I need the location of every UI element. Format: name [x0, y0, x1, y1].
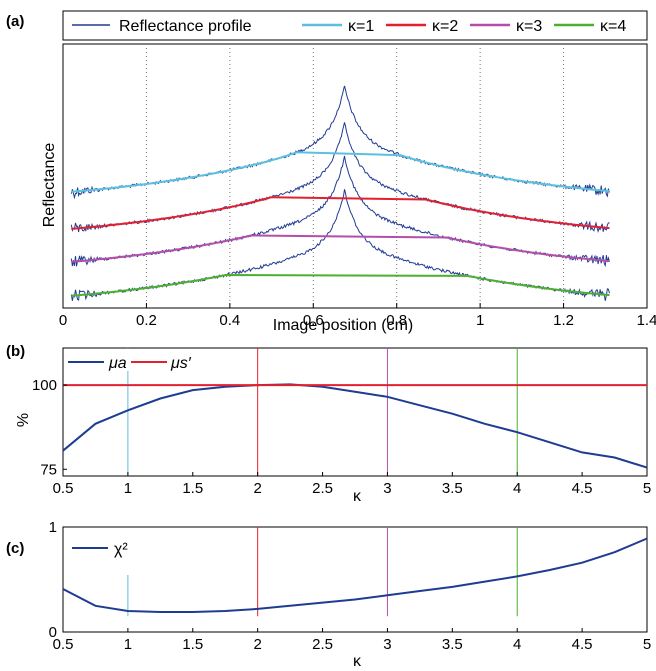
- fit-line-k2: [71, 196, 610, 230]
- panel-a-xtick-label: 0.6: [303, 312, 324, 329]
- panel-b-chart: 0.5 1 1.5 2 2.5 3 3.5 4 4.5 5 75 100 κ % μa μs′: [15, 347, 651, 505]
- panel-a-legend: Reflectance profile κ=1 κ=2 κ=3 κ=4: [62, 10, 648, 41]
- panel-c-axes: [62, 526, 648, 633]
- panel-c-legend: χ²: [72, 541, 128, 558]
- panel-b-xtick-label: 1: [124, 480, 132, 497]
- legend-label-k1: κ=1: [348, 18, 374, 35]
- reflectance-profile-line: [70, 189, 610, 301]
- series-mua-line: [62, 383, 648, 469]
- panel-c-chart: 0.5 1 1.5 2 2.5 3 3.5 4 4.5 5 0 1 κ χ²: [49, 519, 652, 670]
- panel-c-xtick-label: 2.5: [312, 636, 333, 653]
- panel-b-xtick-label: 2: [253, 480, 261, 497]
- panel-a-xtick-label: 0: [59, 312, 67, 329]
- panel-c-xtick-label: 3: [383, 636, 391, 653]
- legend-box: [62, 10, 648, 41]
- panel-a-xtick-label: 0.4: [219, 312, 240, 329]
- panel-a-chart: 0 0.2 0.4 0.6 0.8 1 1.2 1.4 Image position (cm)…: [41, 10, 656, 334]
- panel-a-xtick-label: 1.2: [553, 312, 574, 329]
- legend-label-k4: κ=4: [600, 18, 626, 35]
- reflectance-profile-line: [70, 122, 610, 234]
- panel-c-xtick-label: 4.5: [572, 636, 593, 653]
- panel-b-xlabel: κ: [353, 488, 362, 505]
- legend-label-k3: κ=3: [516, 18, 542, 35]
- panel-b-xtick-label: 3: [383, 480, 391, 497]
- legend-b-bg: [64, 349, 204, 371]
- panel-c-ytick-label: 0: [49, 624, 57, 641]
- panel-a-xtick-label: 0.2: [136, 312, 157, 329]
- reflectance-profile-line: [70, 85, 610, 200]
- panel-b-ytick-label: 100: [32, 377, 57, 394]
- panel-c-xtick-label: 5: [643, 636, 651, 653]
- panel-b-axes: [62, 347, 648, 477]
- legend-label-mus: μs′: [170, 355, 192, 372]
- panel-c-xtick-label: 1: [124, 636, 132, 653]
- panel-a-xlabel: Image position (cm): [273, 317, 414, 334]
- panel-b-xtick-label: 4: [513, 480, 521, 497]
- panel-label-c: (c): [6, 540, 24, 557]
- legend-label-mua: μa: [108, 355, 127, 372]
- panel-a-xtick-label: 0.8: [386, 312, 407, 329]
- series-chi2-line: [62, 537, 648, 613]
- panel-c-xtick-label: 4: [513, 636, 521, 653]
- panel-b-xtick-label: 3.5: [442, 480, 463, 497]
- panel-a-ylabel: Reflectance: [41, 143, 58, 228]
- panel-c-xtick-label: 1.5: [182, 636, 203, 653]
- fit-line-k3: [71, 234, 610, 263]
- legend-label-profile: Reflectance profile: [119, 18, 252, 35]
- legend-label-chi2: χ²: [114, 541, 128, 558]
- panel-b-ytick-label: 75: [40, 461, 57, 478]
- panel-c-ytick-label: 1: [49, 519, 57, 536]
- panel-b-xtick-label: 0.5: [53, 480, 74, 497]
- fit-line-k1: [71, 151, 610, 193]
- panel-b-xtick-label: 2.5: [312, 480, 333, 497]
- panel-b-xtick-label: 1.5: [182, 480, 203, 497]
- panel-a-xtick-label: 1: [476, 312, 484, 329]
- legend-label-k2: κ=2: [432, 18, 458, 35]
- panel-label-a: (a): [6, 13, 24, 30]
- fit-line-k4: [71, 273, 610, 297]
- panel-c-xtick-label: 0.5: [53, 636, 74, 653]
- panel-b-legend: μa μs′: [64, 349, 204, 372]
- reflectance-profile-line: [70, 155, 610, 268]
- panel-b-xtick-label: 5: [643, 480, 651, 497]
- panel-c-xtick-label: 3.5: [442, 636, 463, 653]
- panel-label-b: (b): [6, 343, 25, 360]
- panel-c-xlabel: κ: [353, 653, 362, 670]
- panel-a-xtick-label: 1.4: [637, 312, 656, 329]
- panel-a-axes: [62, 43, 648, 309]
- panel-b-ylabel: %: [15, 413, 32, 427]
- panel-b-xtick-label: 4.5: [572, 480, 593, 497]
- panel-c-xtick-label: 2: [253, 636, 261, 653]
